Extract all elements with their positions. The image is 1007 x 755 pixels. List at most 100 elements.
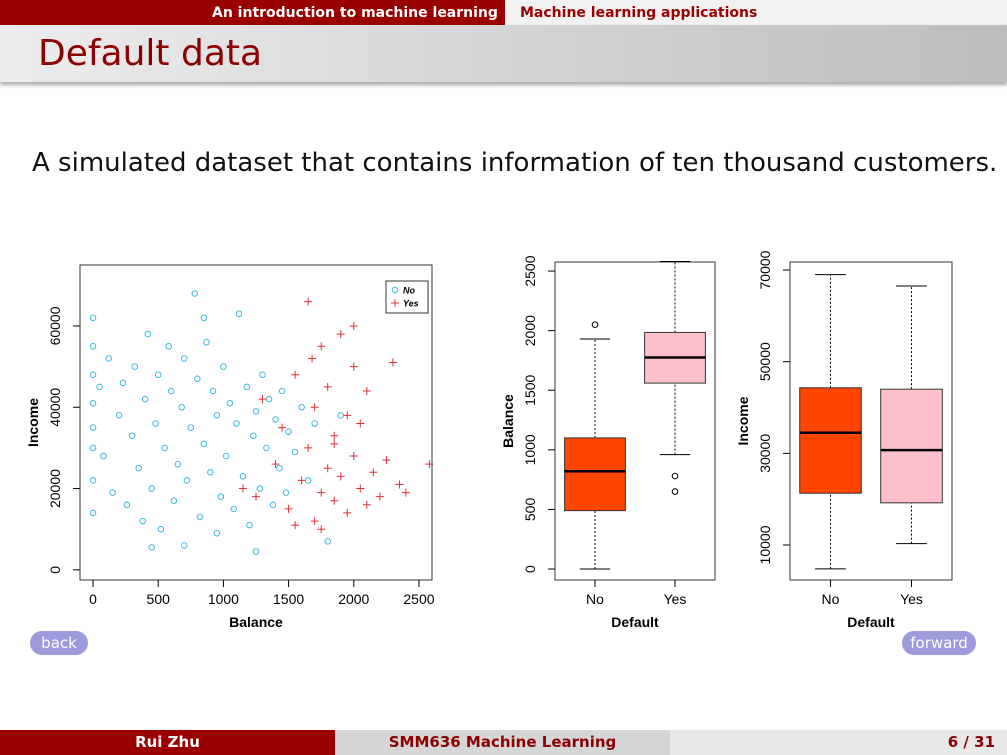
point (276, 464, 283, 472)
point (304, 297, 313, 306)
point (258, 395, 267, 404)
nav-item[interactable]: An introduction to machine learning (212, 5, 498, 21)
point (139, 517, 146, 525)
y-axis-label: Income (25, 398, 41, 447)
outlier (671, 472, 679, 480)
x-tick-label: No (586, 591, 604, 607)
point (243, 383, 251, 391)
point (324, 538, 331, 545)
y-tick-label: 40000 (47, 388, 63, 427)
point (154, 371, 162, 378)
point (317, 342, 326, 351)
point (89, 424, 97, 431)
point (89, 444, 97, 452)
point (135, 464, 142, 472)
point (323, 464, 332, 473)
point (161, 444, 168, 452)
y-tick-label: 50000 (757, 342, 773, 381)
footer-page: 6 / 31 (670, 730, 1007, 755)
point (246, 521, 253, 529)
legend-box (385, 280, 429, 314)
point (278, 423, 287, 432)
point (89, 509, 97, 517)
point (263, 444, 270, 452)
x-axis-label: Default (847, 614, 895, 630)
point (100, 452, 107, 460)
point (152, 420, 159, 427)
nav-item[interactable]: Machine learning applications (520, 5, 758, 21)
point (196, 513, 204, 521)
point (235, 310, 243, 318)
point (174, 460, 182, 468)
point (349, 321, 358, 330)
point (310, 517, 319, 526)
point (170, 497, 178, 504)
point (330, 496, 339, 505)
point (311, 420, 318, 427)
point (349, 452, 358, 461)
point (285, 428, 292, 435)
point (308, 354, 317, 363)
y-tick-label: 1000 (522, 434, 538, 465)
x-tick-label: No (822, 591, 840, 607)
point (178, 404, 185, 411)
point (131, 363, 139, 370)
back-button[interactable]: back (30, 631, 88, 655)
point (336, 472, 345, 481)
point (89, 477, 97, 484)
point (297, 476, 306, 485)
box (880, 388, 943, 504)
y-tick-label: 60000 (47, 306, 63, 345)
plot-frame (554, 261, 716, 581)
point (259, 371, 266, 378)
point (207, 469, 214, 476)
point (200, 314, 208, 322)
point (252, 548, 260, 555)
point (239, 473, 247, 480)
outlier (591, 321, 599, 328)
point (183, 477, 191, 484)
box (799, 387, 862, 494)
point (209, 387, 217, 395)
point (362, 500, 371, 509)
point (141, 395, 149, 403)
nav-bar: An introduction to machine learning Mach… (0, 0, 1007, 25)
point (230, 505, 238, 513)
point (330, 439, 339, 448)
box (564, 437, 626, 512)
point (395, 480, 404, 489)
point (168, 387, 175, 395)
y-tick-label: 0 (47, 566, 63, 574)
y-tick-label: 2500 (522, 255, 538, 286)
point (291, 448, 299, 456)
plot-frame (789, 261, 953, 581)
y-tick-label: 30000 (757, 434, 773, 473)
point (278, 387, 286, 395)
point (323, 382, 332, 391)
point (401, 488, 410, 497)
y-tick-label: 70000 (757, 250, 773, 289)
point (343, 508, 352, 517)
y-tick-label: 0 (522, 565, 538, 573)
x-tick-label: 2500 (403, 591, 434, 607)
point (187, 424, 195, 431)
point (271, 460, 280, 469)
x-axis-label: Balance (229, 614, 283, 630)
point (96, 383, 103, 391)
point (369, 468, 378, 477)
forward-button[interactable]: forward (902, 631, 976, 655)
legend-marker (391, 286, 399, 294)
point (144, 330, 152, 338)
point (226, 399, 234, 407)
point (304, 477, 312, 484)
point (317, 488, 326, 497)
body-text: A simulated dataset that contains inform… (32, 148, 998, 178)
point (148, 485, 155, 492)
legend-label: No (403, 286, 415, 296)
point (252, 492, 260, 501)
point (157, 525, 165, 533)
point (356, 484, 365, 493)
y-tick-label: 10000 (757, 525, 773, 564)
